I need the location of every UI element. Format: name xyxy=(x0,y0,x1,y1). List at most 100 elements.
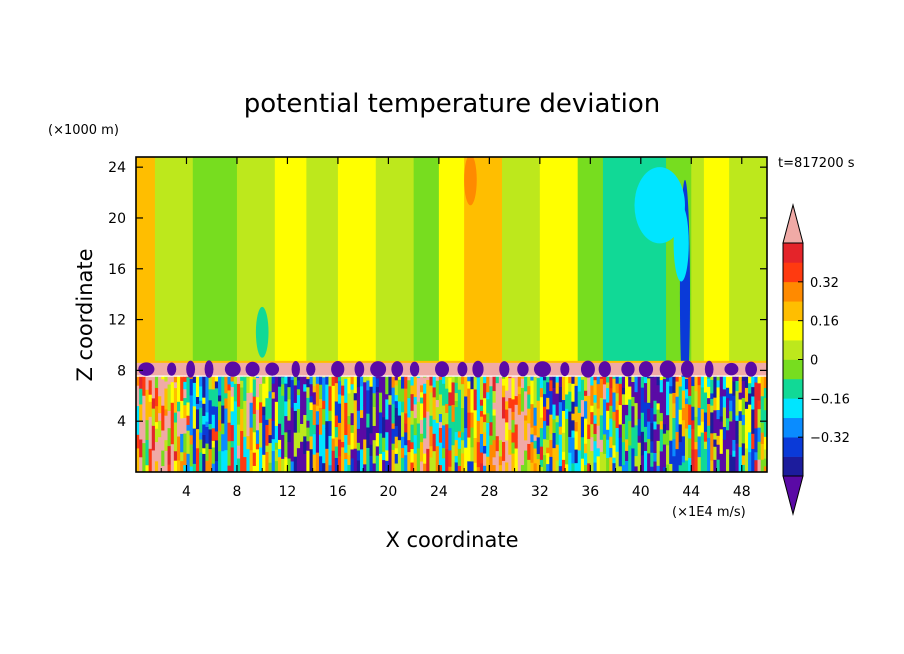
heatmap-cell xyxy=(183,464,187,472)
heatmap-cell xyxy=(593,394,598,403)
heatmap-cell xyxy=(167,420,172,429)
heatmap-cell xyxy=(334,382,339,402)
heatmap-cell xyxy=(378,453,383,472)
heatmap-cell xyxy=(136,376,140,386)
heatmap-cell xyxy=(697,407,702,426)
heatmap-cell xyxy=(205,412,209,422)
heatmap-cell xyxy=(192,382,197,401)
heatmap-cell xyxy=(363,463,367,472)
heatmap-cell xyxy=(618,465,623,472)
heatmap-cell xyxy=(584,395,588,402)
heatmap-cell xyxy=(618,404,623,425)
heatmap-cell xyxy=(454,376,459,383)
heatmap-cell xyxy=(486,422,490,439)
heatmap-cell xyxy=(495,450,500,472)
heatmap-cell xyxy=(221,382,225,406)
heatmap-cell xyxy=(703,392,708,406)
heatmap-cell xyxy=(678,376,683,387)
colorbar-segment xyxy=(783,340,803,360)
heatmap-cell xyxy=(628,420,632,446)
heatmap-cell xyxy=(284,456,288,472)
heatmap-cell xyxy=(189,378,194,396)
heatmap-cell xyxy=(514,377,519,397)
heatmap-cell xyxy=(139,456,143,472)
colorbar: 0.32 0.16 0 −0.16 −0.32 xyxy=(782,203,850,516)
heatmap-cell xyxy=(233,455,238,472)
heatmap-cell xyxy=(700,448,705,472)
heatmap-cell xyxy=(287,376,291,388)
heatmap-cell xyxy=(161,465,165,472)
heatmap-cell xyxy=(306,420,310,428)
heatmap-cell xyxy=(218,381,222,396)
heatmap-cell xyxy=(151,376,156,388)
heatmap-cell xyxy=(763,376,767,383)
heatmap-cell xyxy=(757,408,762,428)
heatmap-cell xyxy=(303,376,307,385)
heatmap-cell xyxy=(151,408,156,426)
colorbar-segment xyxy=(783,378,803,399)
heatmap-cell xyxy=(637,376,642,392)
heatmap-cell xyxy=(763,436,767,450)
heatmap-cell xyxy=(161,405,165,431)
heatmap-cell xyxy=(454,406,459,433)
heatmap-cell xyxy=(539,417,544,429)
heatmap-cell xyxy=(356,428,361,443)
heatmap-cell xyxy=(681,390,686,408)
heatmap-cell xyxy=(252,379,257,397)
heatmap-cell xyxy=(145,389,150,415)
heatmap-cell xyxy=(347,393,351,417)
colorbar-segment xyxy=(783,301,803,321)
heatmap-cell xyxy=(483,431,487,446)
heatmap-cell xyxy=(186,402,191,416)
x-tick-label: 32 xyxy=(531,484,549,500)
heatmap-cell xyxy=(612,376,616,379)
heatmap-cell xyxy=(391,387,396,405)
heatmap-cell xyxy=(596,439,601,449)
heatmap-cell xyxy=(498,456,503,466)
heatmap-cell xyxy=(684,378,689,390)
heatmap-cold-cap xyxy=(457,361,468,377)
heatmap-cell xyxy=(530,376,534,381)
heatmap-cell xyxy=(426,388,430,412)
heatmap-cell xyxy=(621,382,626,388)
heatmap-cell xyxy=(287,399,291,421)
heatmap-cell xyxy=(517,376,522,387)
heatmap-cell xyxy=(315,405,320,412)
heatmap-cell xyxy=(542,406,547,422)
heatmap-cell xyxy=(716,435,721,445)
heatmap-cell xyxy=(539,427,544,447)
heatmap-cell xyxy=(530,434,534,443)
heatmap-cell xyxy=(230,410,235,426)
heatmap-cell xyxy=(170,376,175,383)
heatmap-cell xyxy=(281,383,285,396)
heatmap-cell xyxy=(656,384,661,404)
heatmap-cell xyxy=(684,398,689,405)
heatmap-cell xyxy=(584,376,588,391)
heatmap-cell xyxy=(662,423,667,434)
heatmap-cell xyxy=(694,441,698,450)
heatmap-cell xyxy=(751,376,755,388)
heatmap-cell xyxy=(694,416,698,443)
heatmap-cell xyxy=(618,437,623,460)
heatmap-cell xyxy=(738,420,743,435)
heatmap-cell xyxy=(211,414,216,429)
heatmap-cell xyxy=(596,447,601,457)
heatmap-cell xyxy=(457,437,462,449)
heatmap-cell xyxy=(419,403,424,420)
heatmap-cell xyxy=(432,433,437,452)
heatmap-cell xyxy=(268,397,273,419)
heatmap-cell xyxy=(161,391,165,406)
heatmap-cell xyxy=(621,441,626,466)
heatmap-cold-cap xyxy=(186,360,196,378)
heatmap-cold-cap xyxy=(409,361,420,377)
heatmap-cell xyxy=(489,421,493,436)
heatmap-cell xyxy=(596,408,601,426)
heatmap-cell xyxy=(527,376,531,387)
heatmap-cell xyxy=(344,434,348,453)
heatmap-cell xyxy=(136,405,140,424)
heatmap-band xyxy=(438,157,465,366)
heatmap-cell xyxy=(527,408,531,424)
heatmap-cell xyxy=(277,448,282,458)
heatmap-cell xyxy=(290,407,295,431)
heatmap-cell xyxy=(372,439,377,464)
